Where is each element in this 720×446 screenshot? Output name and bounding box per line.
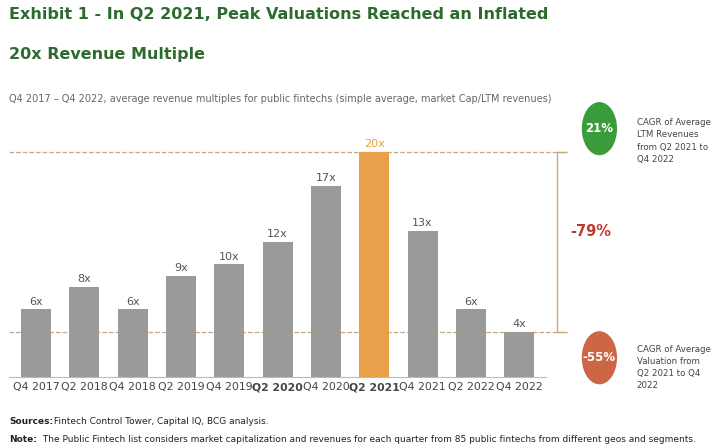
Bar (263, 242, 292, 377)
Text: 6x: 6x (29, 297, 42, 306)
Text: 12x: 12x (267, 229, 288, 239)
Bar (408, 231, 438, 377)
Text: Note:: Note: (9, 435, 37, 444)
Text: Sources:: Sources: (9, 417, 53, 426)
Circle shape (582, 103, 616, 154)
Circle shape (582, 332, 616, 384)
Text: Q4 2017 – Q4 2022, average revenue multiples for public fintechs (simple average: Q4 2017 – Q4 2022, average revenue multi… (9, 94, 552, 103)
Bar (69, 287, 99, 377)
Bar (311, 186, 341, 377)
Text: 20x Revenue Multiple: 20x Revenue Multiple (9, 47, 205, 62)
Bar (117, 310, 148, 377)
Bar (166, 276, 196, 377)
Text: 20x: 20x (364, 139, 384, 149)
Bar (359, 152, 390, 377)
Text: The Public Fintech list considers market capitalization and revenues for each qu: The Public Fintech list considers market… (40, 435, 696, 444)
Bar (21, 310, 51, 377)
Text: 17x: 17x (315, 173, 336, 183)
Text: Exhibit 1 - In Q2 2021, Peak Valuations Reached an Inflated: Exhibit 1 - In Q2 2021, Peak Valuations … (9, 7, 549, 22)
Text: 21%: 21% (585, 122, 613, 135)
Text: 10x: 10x (219, 252, 240, 262)
Text: -79%: -79% (570, 224, 611, 239)
Text: 6x: 6x (464, 297, 477, 306)
Text: CAGR of Average
LTM Revenues
from Q2 2021 to
Q4 2022: CAGR of Average LTM Revenues from Q2 202… (636, 118, 711, 164)
Text: 8x: 8x (77, 274, 91, 284)
Text: Fintech Control Tower, Capital IQ, BCG analysis.: Fintech Control Tower, Capital IQ, BCG a… (51, 417, 269, 426)
Text: CAGR of Average
Valuation from
Q2 2021 to Q4
2022: CAGR of Average Valuation from Q2 2021 t… (636, 345, 711, 390)
Text: 6x: 6x (126, 297, 140, 306)
Text: -55%: -55% (582, 351, 616, 364)
Bar (456, 310, 486, 377)
Text: 9x: 9x (174, 263, 188, 273)
Bar (215, 264, 244, 377)
Text: 4x: 4x (513, 319, 526, 329)
Text: 13x: 13x (413, 218, 433, 228)
Bar (504, 332, 534, 377)
